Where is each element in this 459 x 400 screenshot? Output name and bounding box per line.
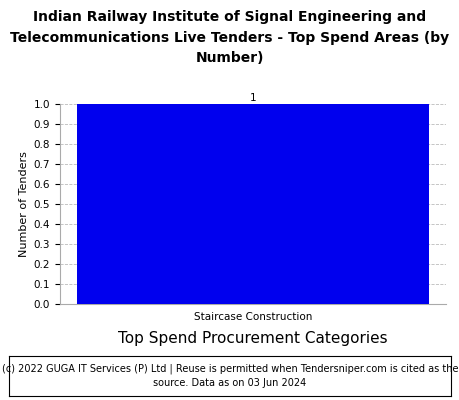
Text: 1: 1 — [249, 93, 256, 103]
Text: (c) 2022 GUGA IT Services (P) Ltd | Reuse is permitted when Tendersniper.com is : (c) 2022 GUGA IT Services (P) Ltd | Reus… — [2, 364, 457, 388]
Y-axis label: Number of Tenders: Number of Tenders — [19, 151, 29, 257]
Text: Top Spend Procurement Categories: Top Spend Procurement Categories — [118, 330, 387, 346]
Text: Indian Railway Institute of Signal Engineering and
Telecommunications Live Tende: Indian Railway Institute of Signal Engin… — [11, 10, 448, 65]
